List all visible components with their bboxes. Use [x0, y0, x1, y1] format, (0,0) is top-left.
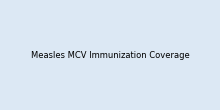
Text: Measles MCV Immunization Coverage: Measles MCV Immunization Coverage	[31, 50, 189, 60]
